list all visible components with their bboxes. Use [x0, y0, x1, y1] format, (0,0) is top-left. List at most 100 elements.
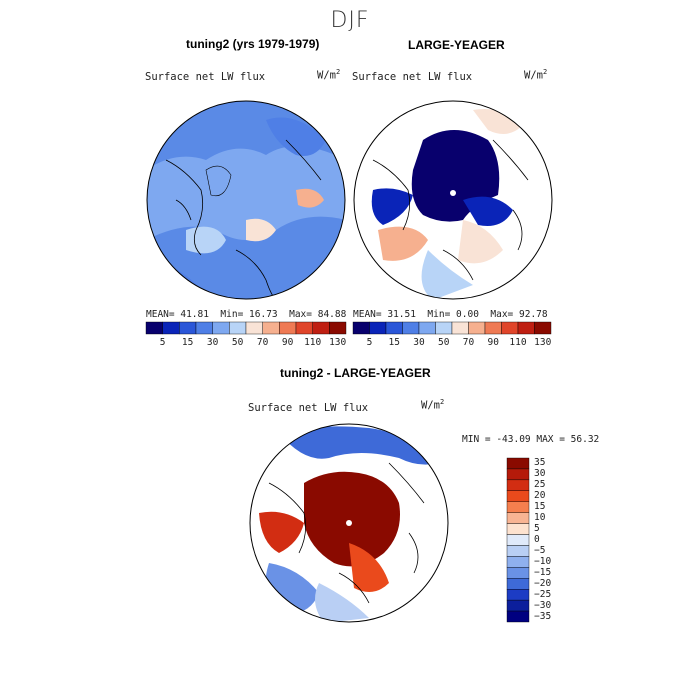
map2-ice-field-2: [371, 188, 413, 225]
diff-stats: MIN = -43.09 MAX = 56.32: [462, 434, 600, 445]
diff-red-arm: [259, 511, 304, 553]
colorbar-diff-tick-label: 25: [534, 479, 546, 491]
colorbar-swatch: [402, 321, 420, 335]
colorbar-tick-label: 70: [462, 337, 475, 348]
colorbar-diff-tick-label: 10: [534, 512, 546, 524]
colorbar-tick-label: 130: [329, 337, 347, 348]
panel2-units: W/m2: [524, 68, 548, 82]
colorbar-tick-label: 130: [534, 337, 552, 348]
diff-coastline: [268, 462, 425, 604]
colorbar-diff-tick-label: −30: [534, 599, 552, 611]
map1-dark-region: [266, 117, 326, 156]
colorbar-swatch: [279, 321, 297, 335]
colorbar-diff-tick-label: −10: [534, 555, 552, 567]
colorbar-swatch: [534, 321, 552, 335]
colorbar-diff-swatch: [506, 468, 530, 481]
colorbar-diff-tick-label: 5: [534, 523, 540, 535]
map2-warm-region-2: [458, 220, 503, 264]
colorbar-diff-ticks: 35 30 25 20 15 10 5 0 −5 −10 −15 −20 −25 −30 −35: [534, 457, 574, 622]
colorbar-swatch: [484, 321, 502, 335]
colorbar-diff-tick-label: −35: [534, 610, 552, 622]
colorbar-tick-label: 30: [413, 337, 425, 348]
colorbar-tick-label: 70: [256, 337, 269, 348]
colorbar-diff-swatch: [506, 501, 530, 513]
diff-units: W/m2: [421, 398, 445, 412]
panel1-stats: MEAN= 41.81 Min= 16.73 Max= 84.88: [146, 309, 347, 320]
map1-greenland: [205, 165, 232, 197]
colorbar-diff-swatch: [506, 479, 530, 492]
map1-pale-region: [186, 226, 226, 254]
colorbar-swatch: [295, 321, 313, 335]
colorbar-tick-label: 90: [281, 337, 294, 348]
colorbar-diff-swatch: [506, 567, 530, 579]
colorbar-diff-tick-label: 35: [534, 457, 546, 469]
colorbar-panel-2: [352, 321, 552, 335]
map1-light-region: [147, 146, 345, 240]
colorbar-diff: [506, 457, 530, 623]
colorbar-diff-tick-label: 20: [534, 490, 546, 502]
map-panel-2: [353, 100, 553, 300]
colorbar-diff-tick-label: 15: [534, 501, 546, 513]
colorbar-swatch: [418, 321, 436, 335]
colorbar-swatch: [262, 321, 280, 335]
colorbar-swatch: [162, 321, 180, 335]
colorbar-diff-tick-label: 0: [534, 534, 540, 545]
colorbar-swatch: [369, 321, 387, 335]
colorbar-swatch: [501, 321, 519, 335]
colorbar-diff-swatch: [506, 534, 530, 546]
colorbar-diff-tick-label: −5: [534, 544, 546, 556]
colorbar-diff-swatch: [506, 523, 530, 535]
colorbar-diff-tick-label: −25: [534, 588, 552, 600]
colorbar-swatch: [435, 321, 453, 335]
map1-warm-patch-2: [296, 188, 324, 208]
colorbar-panel-1-ticks: 5 15 30 50 70 90 110 130: [146, 337, 346, 349]
colorbar-diff-tick-label: −15: [534, 566, 552, 578]
colorbar-tick-label: 15: [181, 337, 194, 348]
colorbar-diff-swatch: [506, 588, 530, 601]
map2-light-region: [421, 250, 473, 299]
map2-warm-region: [378, 226, 428, 261]
panel2-variable-label: Surface net LW flux: [352, 71, 473, 83]
colorbar-diff-swatch: [506, 556, 530, 568]
colorbar-tick-label: 110: [509, 337, 527, 348]
colorbar-panel-1: [145, 321, 347, 335]
colorbar-swatch: [385, 321, 403, 335]
panel1-variable-label: Surface net LW flux: [145, 71, 266, 83]
diff-orange-region: [349, 543, 389, 592]
panel2-stats: MEAN= 31.51 Min= 0.00 Max= 92.78: [353, 309, 548, 320]
colorbar-panel-2-ticks: 5 15 30 50 70 90 110 130: [353, 337, 552, 349]
colorbar-tick-label: 5: [366, 337, 373, 348]
colorbar-swatch: [329, 321, 347, 335]
colorbar-tick-label: 50: [231, 337, 244, 348]
colorbar-swatch: [517, 321, 535, 335]
colorbar-swatch: [451, 321, 469, 335]
colorbar-tick-label: 5: [159, 337, 166, 348]
map1-coastline: [165, 139, 322, 299]
colorbar-swatch: [212, 321, 230, 335]
diff-variable-label: Surface net LW flux: [248, 402, 369, 414]
diff-red-core: [304, 471, 400, 567]
map1-warm-patch: [246, 218, 276, 242]
colorbar-diff-tick-label: 30: [534, 468, 546, 480]
colorbar-diff-swatch: [506, 545, 530, 557]
colorbar-swatch: [145, 321, 163, 335]
panel1-units: W/m2: [317, 68, 341, 82]
colorbar-diff-swatch: [506, 490, 530, 502]
colorbar-diff-swatch: [506, 578, 530, 590]
colorbar-diff-swatch: [506, 457, 530, 470]
colorbar-swatch: [352, 321, 370, 335]
colorbar-tick-label: 15: [388, 337, 400, 348]
colorbar-tick-label: 30: [206, 337, 219, 348]
colorbar-diff-swatch: [506, 599, 530, 612]
colorbar-swatch: [179, 321, 197, 335]
colorbar-swatch: [468, 321, 486, 335]
colorbar-swatch: [195, 321, 213, 335]
map2-coastline: [372, 139, 529, 281]
colorbar-swatch: [312, 321, 330, 335]
diff-pole-hole: [346, 520, 352, 526]
season-title: DJF: [330, 8, 370, 33]
map2-pole-hole: [450, 190, 456, 196]
colorbar-tick-label: 110: [304, 337, 322, 348]
colorbar-diff-tick-label: −20: [534, 577, 552, 589]
colorbar-tick-label: 50: [438, 337, 450, 348]
